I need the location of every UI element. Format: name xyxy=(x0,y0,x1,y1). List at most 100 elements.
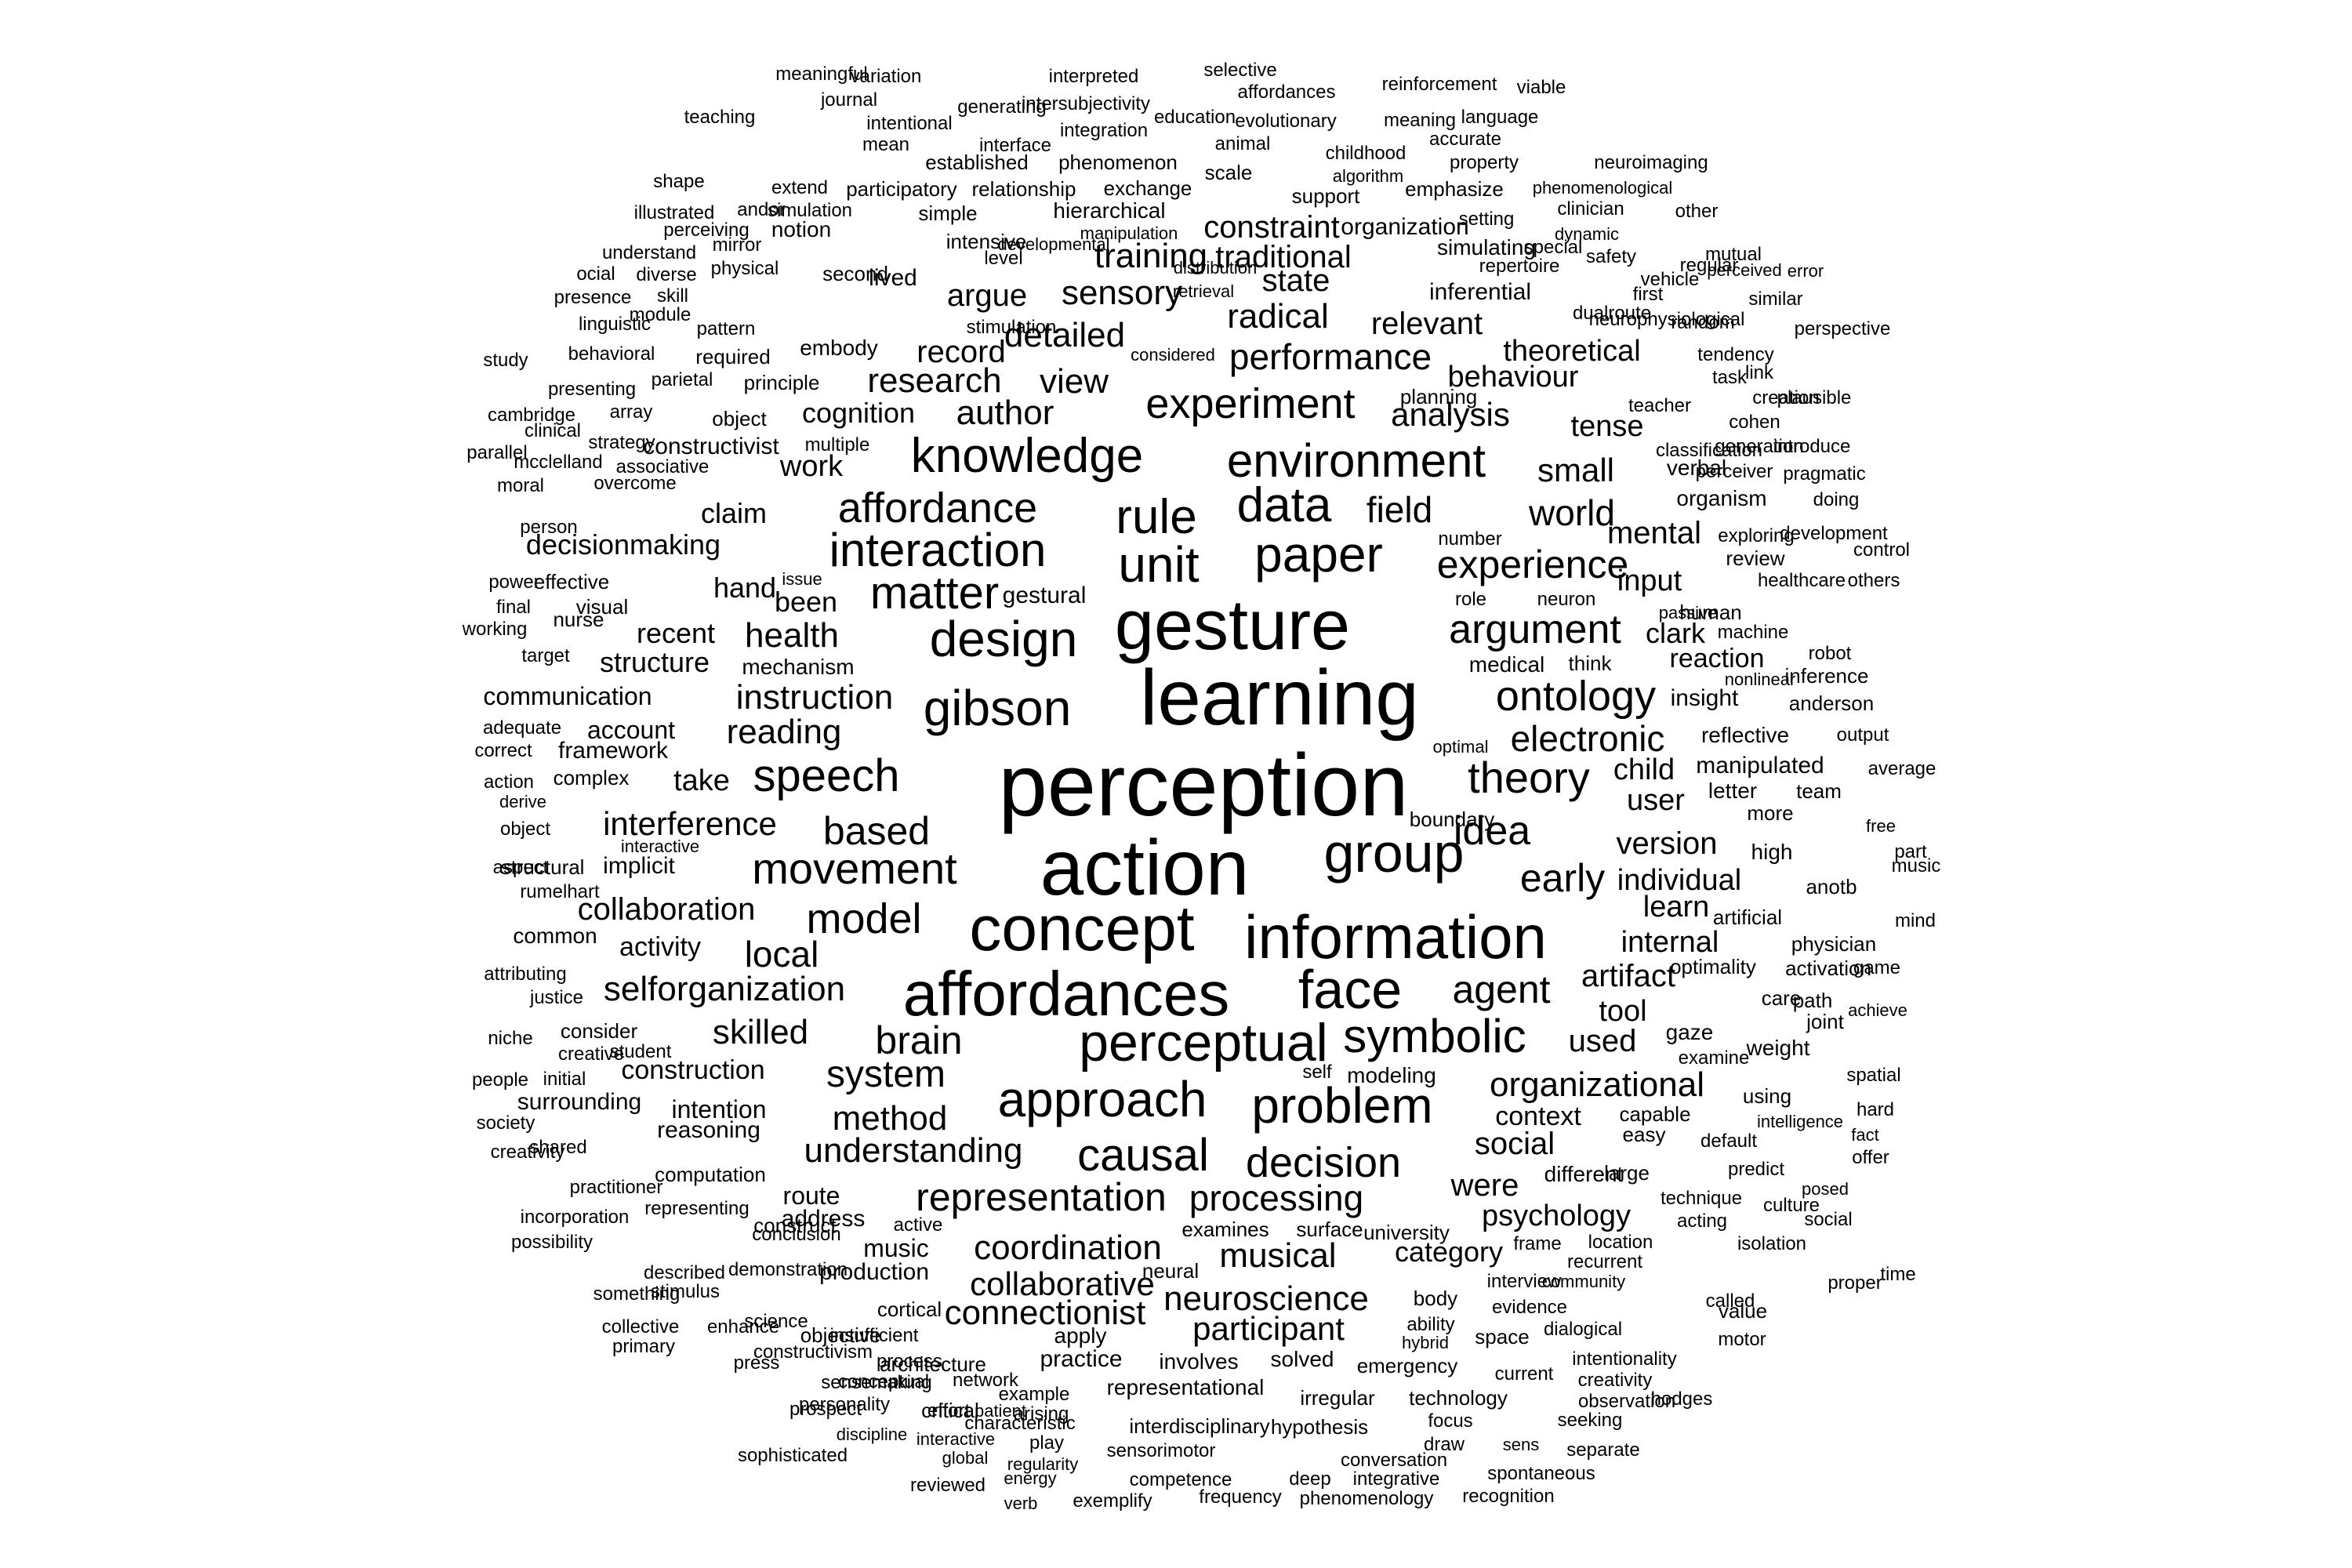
cloud-word: organization xyxy=(1341,214,1469,240)
cloud-word: manipulation xyxy=(1080,223,1178,243)
cloud-word: current xyxy=(1494,1363,1554,1385)
cloud-word: recognition xyxy=(1462,1486,1555,1507)
cloud-word: verb xyxy=(1004,1494,1038,1513)
cloud-word: rumelhart xyxy=(520,881,600,902)
cloud-word: method xyxy=(832,1099,948,1138)
cloud-word: conceptual xyxy=(837,1371,930,1392)
cloud-word: control xyxy=(1853,539,1911,561)
cloud-word: music xyxy=(863,1234,929,1262)
cloud-word: capable xyxy=(1619,1102,1691,1126)
cloud-word: neuroimaging xyxy=(1594,152,1708,173)
cloud-word: cognition xyxy=(801,397,916,429)
cloud-word: effort xyxy=(927,1400,971,1421)
cloud-word: solved xyxy=(1270,1347,1334,1371)
cloud-word: task xyxy=(1711,367,1748,388)
cloud-word: attributing xyxy=(484,964,567,985)
cloud-word: phenomenological xyxy=(1532,178,1673,198)
cloud-word: mcclelland xyxy=(514,452,603,473)
cloud-word: behavioral xyxy=(568,343,655,365)
cloud-word: interdisciplinary xyxy=(1129,1414,1270,1438)
cloud-word: free xyxy=(1866,816,1896,836)
cloud-word: pragmatic xyxy=(1783,463,1866,485)
cloud-word: theoretical xyxy=(1503,335,1641,368)
cloud-word: ocial xyxy=(576,263,615,285)
cloud-word: interview xyxy=(1486,1271,1562,1292)
cloud-word: meaning xyxy=(1383,110,1457,131)
cloud-word: tendency xyxy=(1697,344,1774,365)
cloud-word: special xyxy=(1523,237,1583,258)
cloud-word: take xyxy=(673,764,730,797)
cloud-word: passive xyxy=(1658,603,1718,622)
cloud-word: examines xyxy=(1181,1218,1269,1241)
cloud-word: learning xyxy=(1140,654,1419,742)
cloud-word: common xyxy=(513,924,597,948)
cloud-word: clark xyxy=(1645,617,1706,649)
cloud-word: letter xyxy=(1708,779,1758,803)
cloud-word: childhood xyxy=(1325,143,1406,164)
cloud-word: experience xyxy=(1436,543,1629,586)
cloud-word: fact xyxy=(1851,1125,1879,1145)
cloud-word: creative xyxy=(557,1044,625,1065)
cloud-word: classification xyxy=(1655,440,1763,461)
cloud-word: argue xyxy=(946,278,1028,313)
cloud-word: characteristic xyxy=(964,1413,1076,1434)
cloud-word: skilled xyxy=(712,1013,809,1051)
cloud-word: verbal xyxy=(1666,456,1727,480)
cloud-word: critical xyxy=(921,1399,979,1422)
cloud-word: easy xyxy=(1622,1123,1666,1146)
cloud-word: proper xyxy=(1828,1272,1882,1294)
cloud-word: conclusion xyxy=(752,1224,841,1245)
cloud-word: viable xyxy=(1516,77,1566,98)
cloud-word: community xyxy=(1541,1272,1626,1291)
cloud-word: play xyxy=(1029,1432,1065,1454)
cloud-word: reaction xyxy=(1669,644,1765,673)
cloud-word: intentional xyxy=(866,113,953,134)
cloud-word: individual xyxy=(1617,864,1742,897)
cloud-word: demonstration xyxy=(728,1259,848,1280)
cloud-word: architecture xyxy=(880,1352,986,1376)
cloud-word: time xyxy=(1880,1264,1916,1285)
cloud-word: electronic xyxy=(1510,718,1665,759)
cloud-word: collaborative xyxy=(970,1265,1155,1302)
cloud-word: other xyxy=(1675,201,1719,222)
cloud-word: simulating xyxy=(1436,235,1537,260)
cloud-word: knowledge xyxy=(910,429,1144,483)
cloud-word: process xyxy=(876,1351,943,1372)
cloud-word: regular xyxy=(1679,255,1739,276)
cloud-word: vehicle xyxy=(1640,269,1700,290)
cloud-word: person xyxy=(520,517,578,538)
cloud-word: surrounding xyxy=(517,1089,642,1115)
cloud-word: tense xyxy=(1570,410,1644,443)
cloud-word: different xyxy=(1544,1162,1624,1186)
cloud-word: mirror xyxy=(712,234,762,256)
cloud-word: integrative xyxy=(1352,1468,1440,1490)
cloud-word: surface xyxy=(1296,1218,1363,1241)
cloud-word: understanding xyxy=(804,1131,1023,1170)
cloud-word: setting xyxy=(1458,209,1515,230)
cloud-word: constructivism xyxy=(753,1341,873,1363)
cloud-word: shape xyxy=(653,171,705,192)
cloud-word: sensorimotor xyxy=(1106,1440,1216,1461)
cloud-word: human xyxy=(1679,601,1742,624)
cloud-word: framework xyxy=(557,738,669,764)
cloud-word: others xyxy=(1847,570,1900,591)
cloud-word: stimulus xyxy=(650,1281,720,1302)
cloud-word: first xyxy=(1632,284,1664,305)
cloud-word: brain xyxy=(875,1018,963,1062)
cloud-word: dualroute xyxy=(1572,303,1652,324)
cloud-word: coordination xyxy=(974,1229,1162,1267)
cloud-word: module xyxy=(629,304,691,325)
cloud-word: model xyxy=(806,895,922,942)
cloud-word: plausible xyxy=(1777,387,1852,408)
cloud-word: communication xyxy=(483,682,652,710)
cloud-word: observation xyxy=(1577,1391,1676,1412)
cloud-word: separate xyxy=(1566,1439,1640,1461)
cloud-word: language xyxy=(1461,107,1539,128)
cloud-word: argument xyxy=(1449,607,1621,652)
cloud-word: intelligence xyxy=(1756,1112,1844,1131)
cloud-word: social xyxy=(1474,1127,1555,1161)
cloud-word: artifact xyxy=(1581,959,1676,993)
cloud-word: selforganization xyxy=(603,970,846,1008)
cloud-word: draw xyxy=(1423,1434,1465,1455)
cloud-word: competence xyxy=(1129,1469,1232,1490)
